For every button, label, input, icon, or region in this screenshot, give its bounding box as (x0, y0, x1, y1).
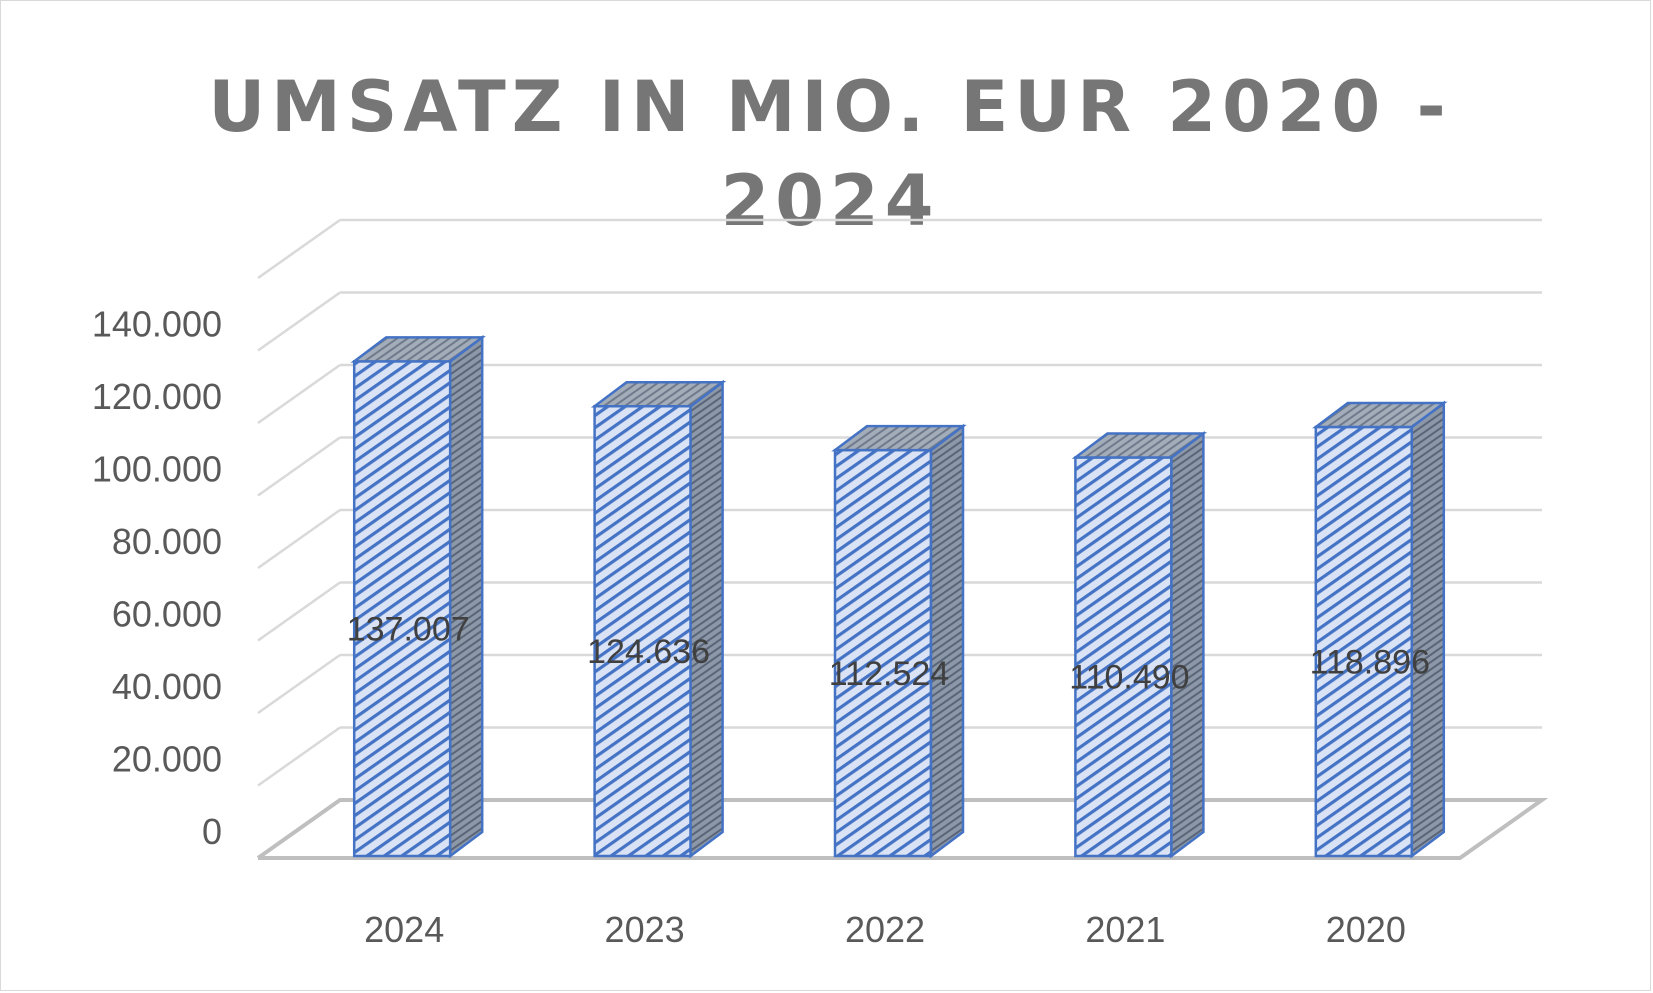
bar-top (590, 380, 727, 408)
bar-side (1410, 400, 1446, 859)
data-label: 124.636 (587, 633, 710, 671)
bar-side (689, 379, 724, 859)
bar-2021 (1071, 430, 1208, 859)
y-tick-label: 80.000 (112, 521, 222, 562)
bar-side (929, 423, 965, 859)
y-axis-tick-labels: 0 20.000 40.000 60.000 80.000 100.000 120.000 1… (92, 304, 222, 853)
gridline-side (257, 726, 341, 787)
bar-side (1170, 430, 1205, 859)
bar-2023 (590, 379, 727, 859)
gridline-side (257, 581, 341, 642)
x-axis-tick-labels: 2024 2023 2022 2021 2020 (364, 909, 1406, 950)
bar-front (593, 404, 692, 858)
data-label: 112.524 (829, 655, 949, 693)
x-tick-label: 2021 (1085, 909, 1165, 950)
x-tick-label: 2020 (1326, 909, 1406, 950)
gridline-side (257, 653, 341, 715)
bar-top (1071, 432, 1208, 459)
data-labels: 137.007 124.636 112.524 110.490 118.896 (347, 611, 1430, 697)
gridline-side (257, 218, 341, 280)
bar-top (1312, 401, 1448, 429)
bar-2020 (1312, 400, 1448, 859)
y-tick-label: 120.000 (92, 376, 222, 417)
y-tick-label: 100.000 (92, 449, 222, 490)
x-tick-label: 2023 (605, 909, 685, 950)
y-tick-label: 140.000 (92, 304, 222, 345)
data-label: 137.007 (347, 611, 470, 649)
gridline-side (257, 508, 341, 570)
bar-side (448, 334, 484, 859)
bar-top (350, 336, 486, 363)
bar-series (350, 334, 1448, 859)
bar-top (831, 424, 967, 452)
bar-2022 (831, 423, 967, 859)
x-tick-label: 2022 (845, 909, 925, 950)
bar-front (833, 448, 933, 858)
bar-2024 (350, 334, 486, 859)
gridline-side (257, 436, 341, 497)
gridline-side (257, 291, 341, 352)
chart-floor (256, 798, 1549, 860)
floor-outline (256, 798, 1549, 860)
y-tick-label: 60.000 (112, 594, 222, 635)
bar-front (1074, 456, 1173, 858)
x-tick-label: 2024 (364, 909, 444, 950)
data-label: 118.896 (1310, 644, 1430, 682)
data-label: 110.490 (1069, 659, 1189, 697)
bar-front (1314, 425, 1414, 858)
y-tick-label: 20.000 (112, 739, 222, 780)
chart-title: UMSATZ IN MIO. EUR 2020 - 2024 (208, 66, 1452, 242)
bar-front (352, 360, 452, 858)
y-tick-label: 40.000 (112, 666, 222, 707)
gridline-side (257, 363, 341, 425)
y-tick-label: 0 (202, 811, 222, 852)
